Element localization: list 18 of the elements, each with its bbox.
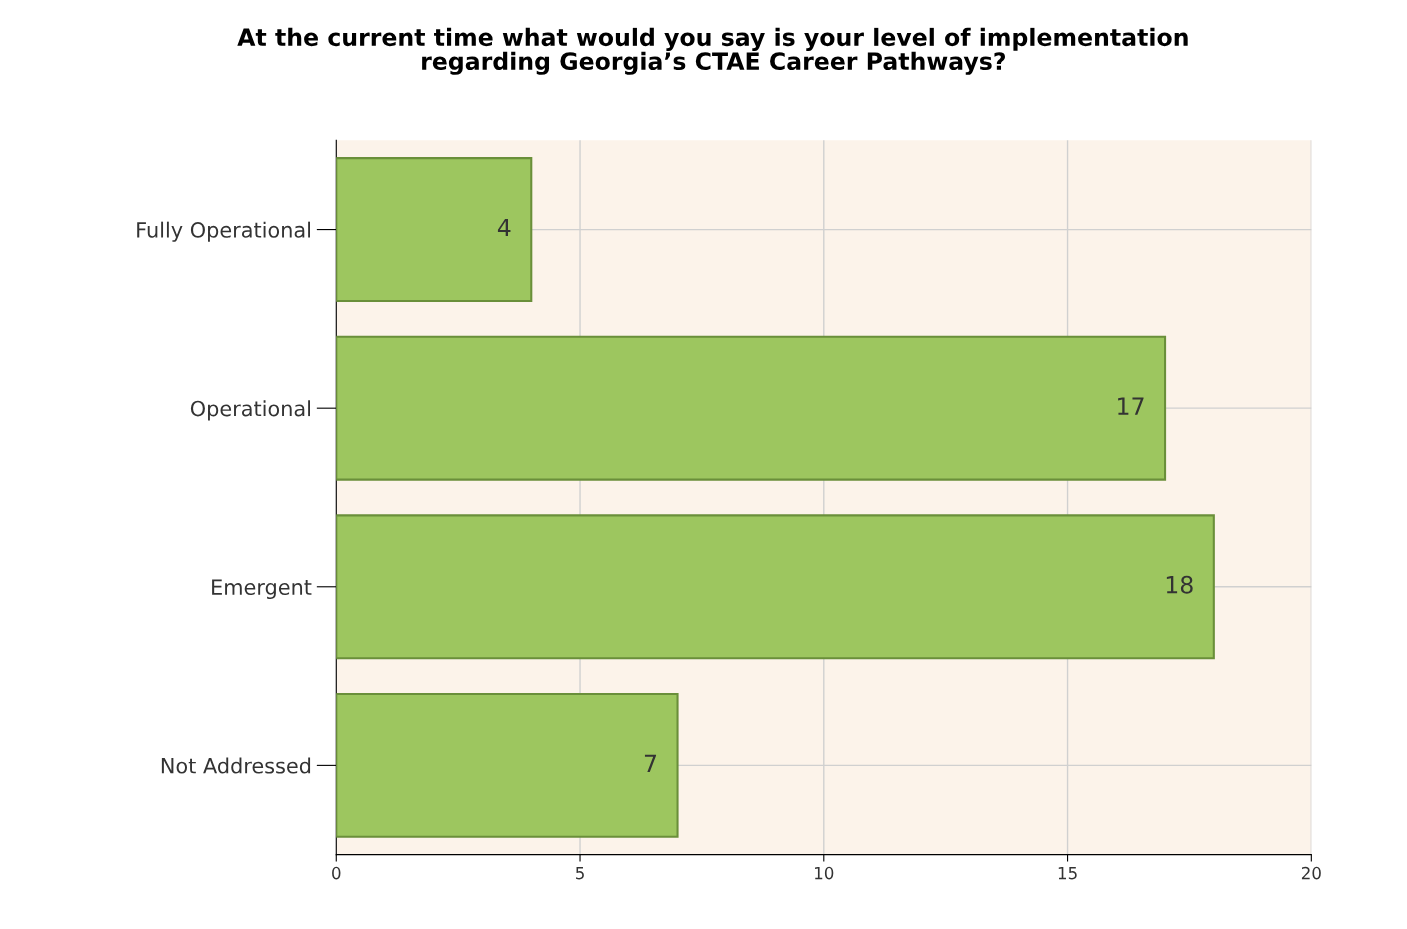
data-label: 7 <box>644 754 657 772</box>
x-tick-label: 20 <box>1301 866 1321 880</box>
y-tick-label: Operational <box>190 400 311 421</box>
x-tick-label: 15 <box>1058 867 1077 880</box>
y-tick-label: Not Addressed <box>161 757 311 774</box>
bar <box>336 335 1167 481</box>
data-label: 4 <box>497 218 511 237</box>
bar <box>336 514 1215 660</box>
x-tick-label: 0 <box>332 866 341 880</box>
chart-title: At the current time what would you say is your level of implementation regarding Georgia’s CTAE Career Pathways? <box>237 27 1188 75</box>
bar <box>336 157 533 303</box>
bar <box>336 692 679 838</box>
x-tick-label: 10 <box>815 866 834 880</box>
y-tick-label: Emergent <box>212 579 312 600</box>
x-tick-label: 5 <box>576 867 584 880</box>
data-label: 17 <box>1118 397 1144 415</box>
data-label: 18 <box>1166 575 1193 594</box>
y-tick-label: Fully Operational <box>137 221 311 242</box>
